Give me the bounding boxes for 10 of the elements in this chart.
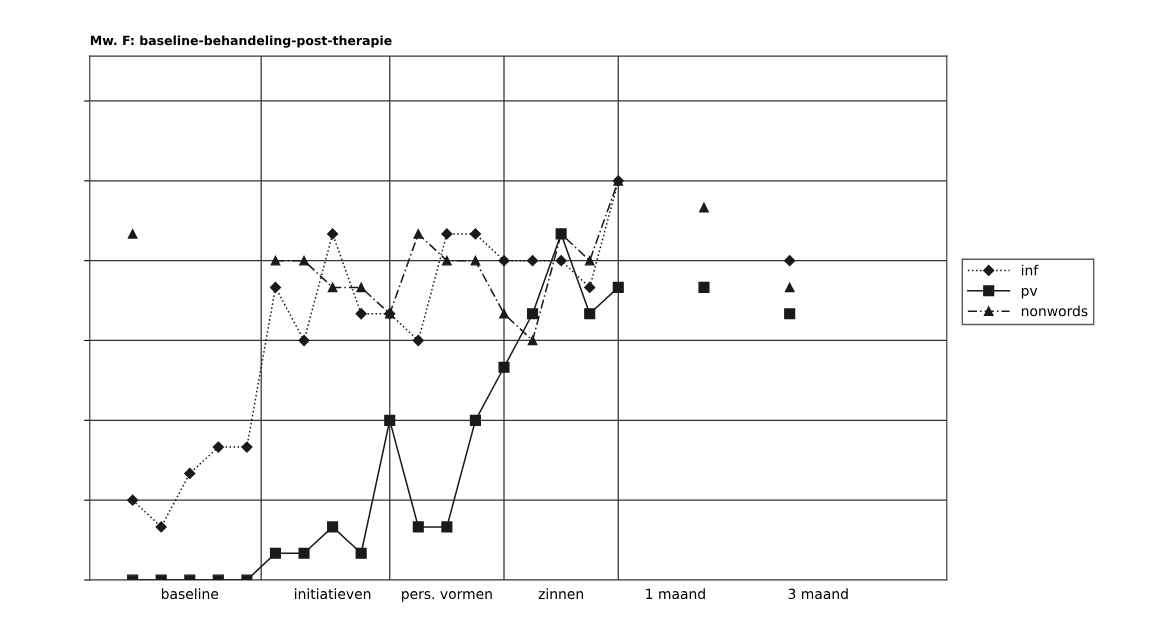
x-tick-label: initiatieven bbox=[295, 588, 371, 600]
chart-title: Mw. F: baseline-behandeling-post-therapie bbox=[90, 35, 392, 48]
x-tick-label: pers. vormen bbox=[402, 591, 492, 602]
x-tick-label: 1 maand bbox=[646, 588, 705, 600]
x-tick-label: baseline bbox=[161, 588, 219, 600]
x-tick-label: 3 maand bbox=[788, 588, 848, 600]
legend-label: nonwords bbox=[1021, 305, 1088, 317]
legend-label: inf bbox=[1021, 264, 1039, 276]
legend-label: pv bbox=[1021, 287, 1038, 299]
x-tick-label: zinnen bbox=[538, 588, 584, 600]
